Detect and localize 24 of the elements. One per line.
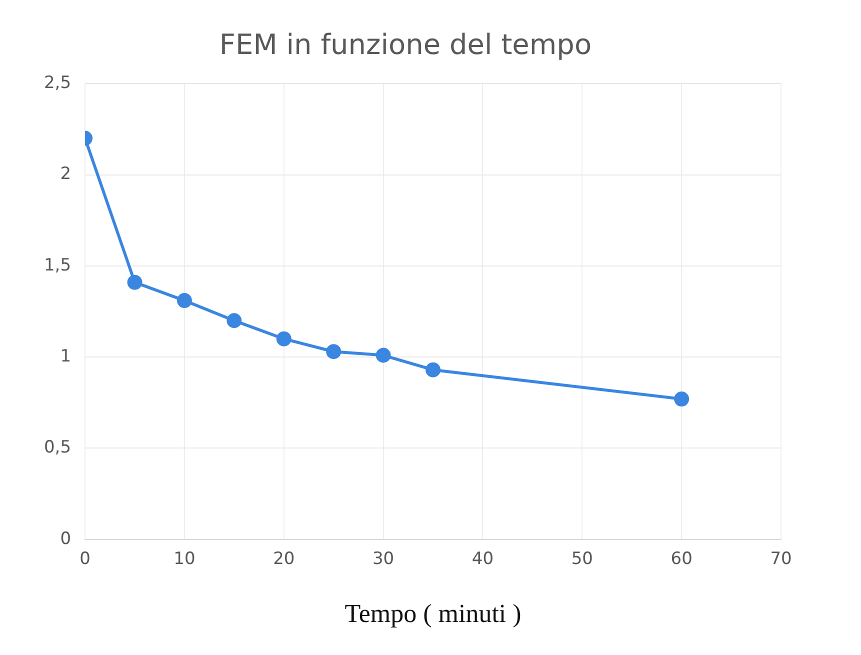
y-tick-label: 2,5 <box>44 73 72 94</box>
chart-title: FEM in funzione del tempo <box>219 28 592 62</box>
x-tick-label: 50 <box>571 549 593 570</box>
x-tick-label: 20 <box>273 549 295 570</box>
y-tick-label: 1,5 <box>44 255 72 276</box>
y-tick-label: 1 <box>60 346 72 366</box>
point <box>226 313 242 328</box>
x-tick-label: 70 <box>770 549 792 570</box>
y-tick-label: 2 <box>60 164 72 184</box>
point <box>326 344 342 360</box>
x-tick-label: 40 <box>472 549 494 570</box>
point <box>426 362 441 378</box>
y-tick-label: 0 <box>60 528 72 549</box>
y-tick-label: 0,5 <box>44 438 72 458</box>
x-tick-label: 0 <box>80 549 90 570</box>
point <box>376 348 391 363</box>
x-axis-title: Tempo ( minuti ) <box>344 599 522 628</box>
point <box>276 331 292 346</box>
x-tick-label: 30 <box>372 549 394 570</box>
point <box>127 274 142 290</box>
point <box>674 392 690 407</box>
x-tick-label: 10 <box>174 549 196 570</box>
point <box>176 293 192 308</box>
x-tick-label: 60 <box>670 549 692 570</box>
